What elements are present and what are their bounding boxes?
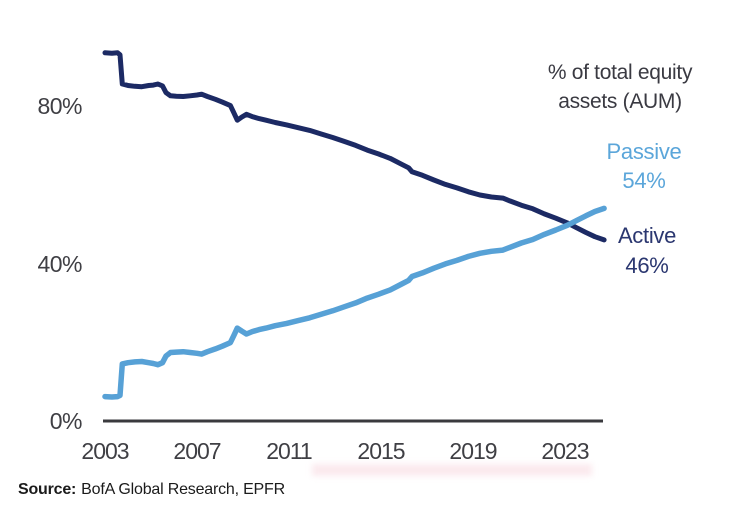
x-tick-label: 2003	[81, 438, 129, 464]
passive-label-name: Passive	[606, 139, 682, 164]
chart-title-line1: % of total equity	[547, 61, 693, 84]
x-tick-label: 2019	[449, 438, 497, 464]
series-line-active	[102, 50, 607, 243]
chart-title-line2: assets (AUM)	[558, 90, 682, 113]
series-line-passive	[102, 205, 607, 400]
source-text: BofA Global Research, EPFR	[81, 481, 285, 498]
chart-title-annotation: % of total equity assets (AUM)	[536, 58, 704, 116]
x-tick-label: 2023	[541, 438, 589, 464]
x-tick-label: 2007	[173, 438, 221, 464]
y-tick-label: 0%	[49, 408, 83, 434]
source-note: Source: BofA Global Research, EPFR	[18, 481, 285, 499]
x-tick-label: 2015	[357, 438, 405, 464]
passive-label-value: 54%	[622, 168, 666, 193]
y-tick-label: 80%	[37, 93, 82, 119]
active-label-value: 46%	[625, 253, 669, 278]
active-series-label: Active 46%	[597, 221, 697, 281]
source-prefix: Source:	[18, 481, 77, 498]
x-tick-label: 2011	[266, 438, 312, 464]
y-tick-label: 40%	[37, 250, 82, 277]
passive-series-label: Passive 54%	[594, 137, 694, 195]
active-label-name: Active	[617, 223, 677, 248]
